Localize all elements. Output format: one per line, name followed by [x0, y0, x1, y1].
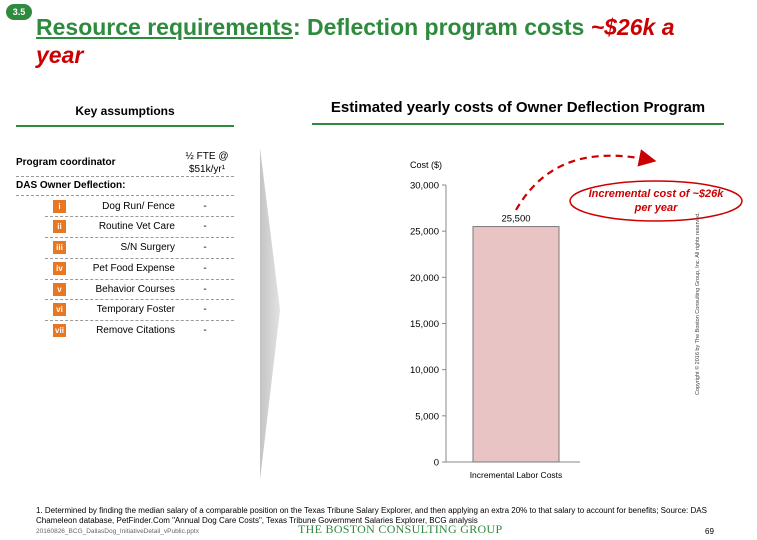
annotation-text-line2: per year	[634, 202, 679, 214]
company-logo: THE BOSTON CONSULTING GROUP	[298, 522, 503, 536]
key-assumptions-underline	[16, 125, 234, 127]
divider	[45, 237, 234, 238]
item-value: -	[203, 325, 207, 336]
item-number-badge: iv	[53, 262, 66, 275]
annotation-text-line1: Incremental cost of ~$26k	[589, 188, 725, 200]
item-label: Routine Vet Care	[98, 221, 175, 232]
y-axis-label: Cost ($)	[410, 160, 442, 170]
section-label: DAS Owner Deflection:	[16, 180, 126, 191]
item-label: Pet Food Expense	[92, 263, 175, 274]
coordinator-value-line1: ½ FTE @	[185, 151, 229, 162]
chart-header-underline	[312, 123, 724, 125]
divider	[45, 258, 234, 259]
divider	[45, 320, 234, 321]
divider	[45, 299, 234, 300]
item-label: Temporary Foster	[96, 304, 175, 315]
item-number-badge: v	[53, 283, 66, 296]
y-tick-label: 20,000	[410, 273, 439, 284]
title-part-1: Resource requirements	[36, 14, 293, 40]
y-tick-label: 5,000	[415, 411, 439, 422]
item-value: -	[203, 304, 207, 315]
y-tick-label: 15,000	[410, 319, 439, 330]
bar-data-label: 25,500	[501, 214, 530, 225]
y-tick-label: 25,000	[410, 227, 439, 238]
flow-arrow	[260, 148, 280, 480]
copyright-notice: Copyright © 2016 by The Boston Consultin…	[695, 212, 701, 395]
annotation-ellipse	[569, 180, 743, 222]
item-number-badge: i	[53, 200, 66, 213]
title-part-2: : Deflection program costs	[292, 14, 591, 40]
coordinator-label: Program coordinator	[16, 157, 116, 168]
item-number-badge: vii	[53, 324, 66, 337]
item-number-badge: ii	[53, 220, 66, 233]
file-reference: 20160826_BCG_DallasDog_InitiativeDetail_…	[36, 528, 199, 535]
y-tick-label: 30,000	[410, 181, 439, 192]
bar	[472, 226, 560, 463]
item-number-badge: vi	[53, 303, 66, 316]
item-value: -	[203, 221, 207, 232]
coordinator-value: ½ FTE @ $51k/yr¹	[172, 150, 242, 176]
x-category-label: Incremental Labor Costs	[470, 470, 563, 480]
key-assumptions-header: Key assumptions	[75, 104, 175, 118]
item-label: Remove Citations	[96, 325, 175, 336]
item-label: Behavior Courses	[95, 284, 175, 295]
footnote: 1. Determined by finding the median sala…	[36, 506, 707, 525]
item-value: -	[203, 263, 207, 274]
item-label: Dog Run/ Fence	[102, 201, 175, 212]
divider	[45, 279, 234, 280]
item-number-badge: iii	[53, 241, 66, 254]
item-label: S/N Surgery	[120, 242, 175, 253]
item-value: -	[203, 284, 207, 295]
chart-header: Estimated yearly costs of Owner Deflecti…	[330, 99, 706, 116]
section-badge: 3.5	[6, 4, 32, 20]
divider	[45, 216, 234, 217]
divider	[16, 176, 234, 177]
divider	[16, 195, 234, 196]
page-number: 69	[705, 527, 714, 536]
annotation-arrow	[515, 149, 657, 211]
page-title: Resource requirements: Deflection progra…	[36, 13, 726, 69]
coordinator-value-line2: $51k/yr¹	[188, 164, 226, 175]
item-value: -	[203, 201, 207, 212]
y-tick-label: 0	[434, 458, 439, 469]
y-tick-label: 10,000	[410, 365, 439, 376]
title-part-3: ~$26k a year	[36, 14, 675, 68]
item-value: -	[203, 242, 207, 253]
